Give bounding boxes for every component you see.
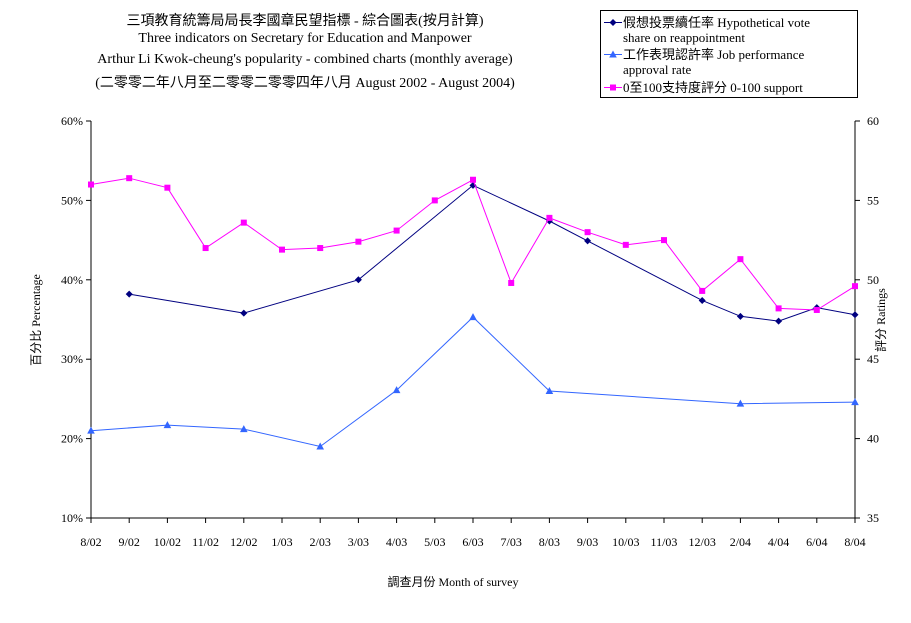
x-tick-label: 1/03 bbox=[271, 535, 292, 549]
series-1-point bbox=[125, 290, 133, 298]
right-tick-label: 45 bbox=[867, 352, 879, 366]
series-1-point bbox=[775, 317, 783, 325]
series-3-point bbox=[470, 176, 476, 183]
legend-label-2: 工作表現認許率 Job performance approval rate bbox=[623, 47, 804, 77]
x-tick-label: 12/02 bbox=[230, 535, 257, 549]
legend-swatch-1 bbox=[604, 19, 622, 26]
series-2-point bbox=[163, 421, 172, 429]
x-tick-label: 2/04 bbox=[730, 535, 751, 549]
left-tick-label: 40% bbox=[61, 273, 83, 287]
left-tick-label: 30% bbox=[61, 352, 83, 366]
y-axis-left-title: 百分比 Percentage bbox=[29, 274, 43, 366]
x-tick-label: 8/03 bbox=[539, 535, 560, 549]
legend-swatch-3 bbox=[604, 84, 622, 91]
series-3-point bbox=[431, 197, 438, 204]
series-3-point bbox=[317, 245, 324, 252]
series-3-point bbox=[240, 219, 247, 226]
series-2-point bbox=[87, 426, 95, 434]
series-3-point bbox=[279, 246, 285, 253]
right-tick-label: 55 bbox=[867, 193, 879, 207]
series-3-point bbox=[737, 256, 744, 263]
x-tick-label: 4/04 bbox=[768, 535, 789, 549]
x-tick-label: 11/02 bbox=[192, 535, 219, 549]
legend-label-3: 0至100支持度評分 0-100 support bbox=[623, 80, 803, 95]
legend-label-line: approval rate bbox=[623, 62, 692, 77]
x-tick-label: 3/03 bbox=[348, 535, 369, 549]
right-tick-label: 50 bbox=[867, 273, 879, 287]
x-tick-label: 4/03 bbox=[386, 535, 407, 549]
series-line-3 bbox=[90, 177, 856, 311]
series-1-point bbox=[240, 309, 248, 317]
chart-subtitle-english: Arthur Li Kwok-cheung's popularity - com… bbox=[97, 52, 513, 67]
chart-title-chinese: 三項教育統籌局局長李國章民望指標 - 綜合圖表(按月計算) bbox=[126, 14, 484, 29]
series-3-point bbox=[775, 305, 782, 312]
left-tick-label: 20% bbox=[61, 432, 83, 446]
chart-date-range: (二零零二年八月至二零零二零零四年八月 August 2002 - August… bbox=[95, 76, 515, 91]
chart-title-english: Three indicators on Secretary for Educat… bbox=[138, 31, 472, 46]
x-tick-label: 6/04 bbox=[806, 535, 827, 549]
right-tick-label: 40 bbox=[867, 432, 879, 446]
x-axis-title: 調查月份 Month of survey bbox=[388, 575, 519, 589]
series-2-point bbox=[851, 398, 859, 406]
series-3-point bbox=[852, 283, 858, 290]
series-3-point bbox=[546, 214, 553, 221]
series-2-point bbox=[736, 399, 745, 407]
x-tick-label: 9/03 bbox=[577, 535, 598, 549]
legend-label-line: 假想投票續任率 Hypothetical vote bbox=[623, 15, 811, 30]
series-3-point bbox=[126, 175, 133, 182]
series-3-point bbox=[164, 184, 171, 191]
series-3-point bbox=[355, 238, 362, 245]
series-3-point bbox=[699, 287, 706, 294]
series-1-point bbox=[698, 296, 706, 304]
x-tick-label: 8/04 bbox=[844, 535, 865, 549]
chart-legend: 假想投票續任率 Hypothetical vote share on reappo… bbox=[600, 10, 858, 98]
series-line-2 bbox=[90, 316, 856, 448]
series-3-point bbox=[813, 306, 820, 313]
series-1-point bbox=[354, 276, 362, 284]
series-3-point bbox=[584, 229, 591, 236]
series-1-point bbox=[736, 312, 744, 320]
series-1-point bbox=[851, 311, 859, 319]
y-axis-right-title: 評分 Ratings bbox=[873, 288, 888, 352]
series-2-point bbox=[545, 386, 554, 394]
series-1-point bbox=[584, 237, 592, 245]
legend-label-1: 假想投票續任率 Hypothetical vote share on reappo… bbox=[623, 15, 810, 45]
series-line-1 bbox=[129, 184, 856, 322]
series-2-point bbox=[316, 442, 324, 450]
left-tick-label: 10% bbox=[61, 511, 83, 525]
x-tick-label: 6/03 bbox=[462, 535, 483, 549]
left-tick-label: 60% bbox=[61, 114, 83, 128]
x-tick-label: 10/02 bbox=[154, 535, 181, 549]
x-tick-label: 9/02 bbox=[119, 535, 140, 549]
legend-label-line: share on reappointment bbox=[623, 30, 746, 45]
series-3-point bbox=[88, 181, 94, 188]
x-tick-label: 11/03 bbox=[651, 535, 678, 549]
legend-swatch-2 bbox=[604, 50, 622, 58]
series-2-point bbox=[392, 386, 401, 394]
x-tick-label: 2/03 bbox=[310, 535, 331, 549]
legend-label-line: 0至100支持度評分 0-100 support bbox=[623, 80, 803, 95]
x-tick-label: 12/03 bbox=[689, 535, 716, 549]
series-3-point bbox=[508, 279, 515, 286]
right-tick-label: 35 bbox=[867, 511, 879, 525]
series-2-point bbox=[240, 425, 248, 433]
series-3-point bbox=[661, 237, 667, 244]
series-3-point bbox=[622, 241, 629, 248]
legend-label-line: 工作表現認許率 Job performance bbox=[623, 47, 805, 62]
right-tick-label: 60 bbox=[867, 114, 879, 128]
left-tick-label: 50% bbox=[61, 193, 83, 207]
series-3-point bbox=[202, 245, 209, 252]
x-tick-label: 10/03 bbox=[612, 535, 639, 549]
series-3-point bbox=[393, 227, 400, 234]
x-tick-label: 7/03 bbox=[501, 535, 522, 549]
series-2-point bbox=[469, 313, 477, 321]
x-tick-label: 5/03 bbox=[424, 535, 445, 549]
x-tick-label: 8/02 bbox=[80, 535, 101, 549]
